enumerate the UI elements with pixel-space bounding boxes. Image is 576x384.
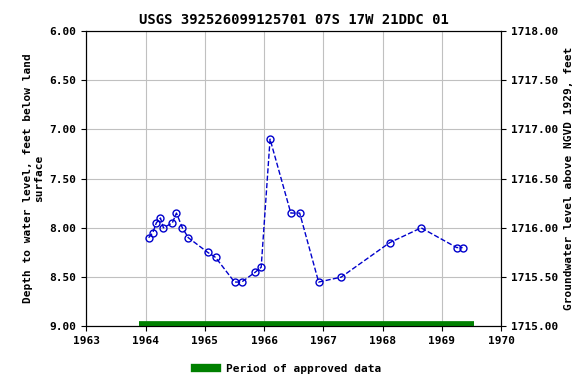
- Y-axis label: Depth to water level, feet below land
surface: Depth to water level, feet below land su…: [22, 54, 44, 303]
- Legend: Period of approved data: Period of approved data: [191, 359, 385, 379]
- Y-axis label: Groundwater level above NGVD 1929, feet: Groundwater level above NGVD 1929, feet: [564, 47, 574, 310]
- Title: USGS 392526099125701 07S 17W 21DDC 01: USGS 392526099125701 07S 17W 21DDC 01: [139, 13, 449, 27]
